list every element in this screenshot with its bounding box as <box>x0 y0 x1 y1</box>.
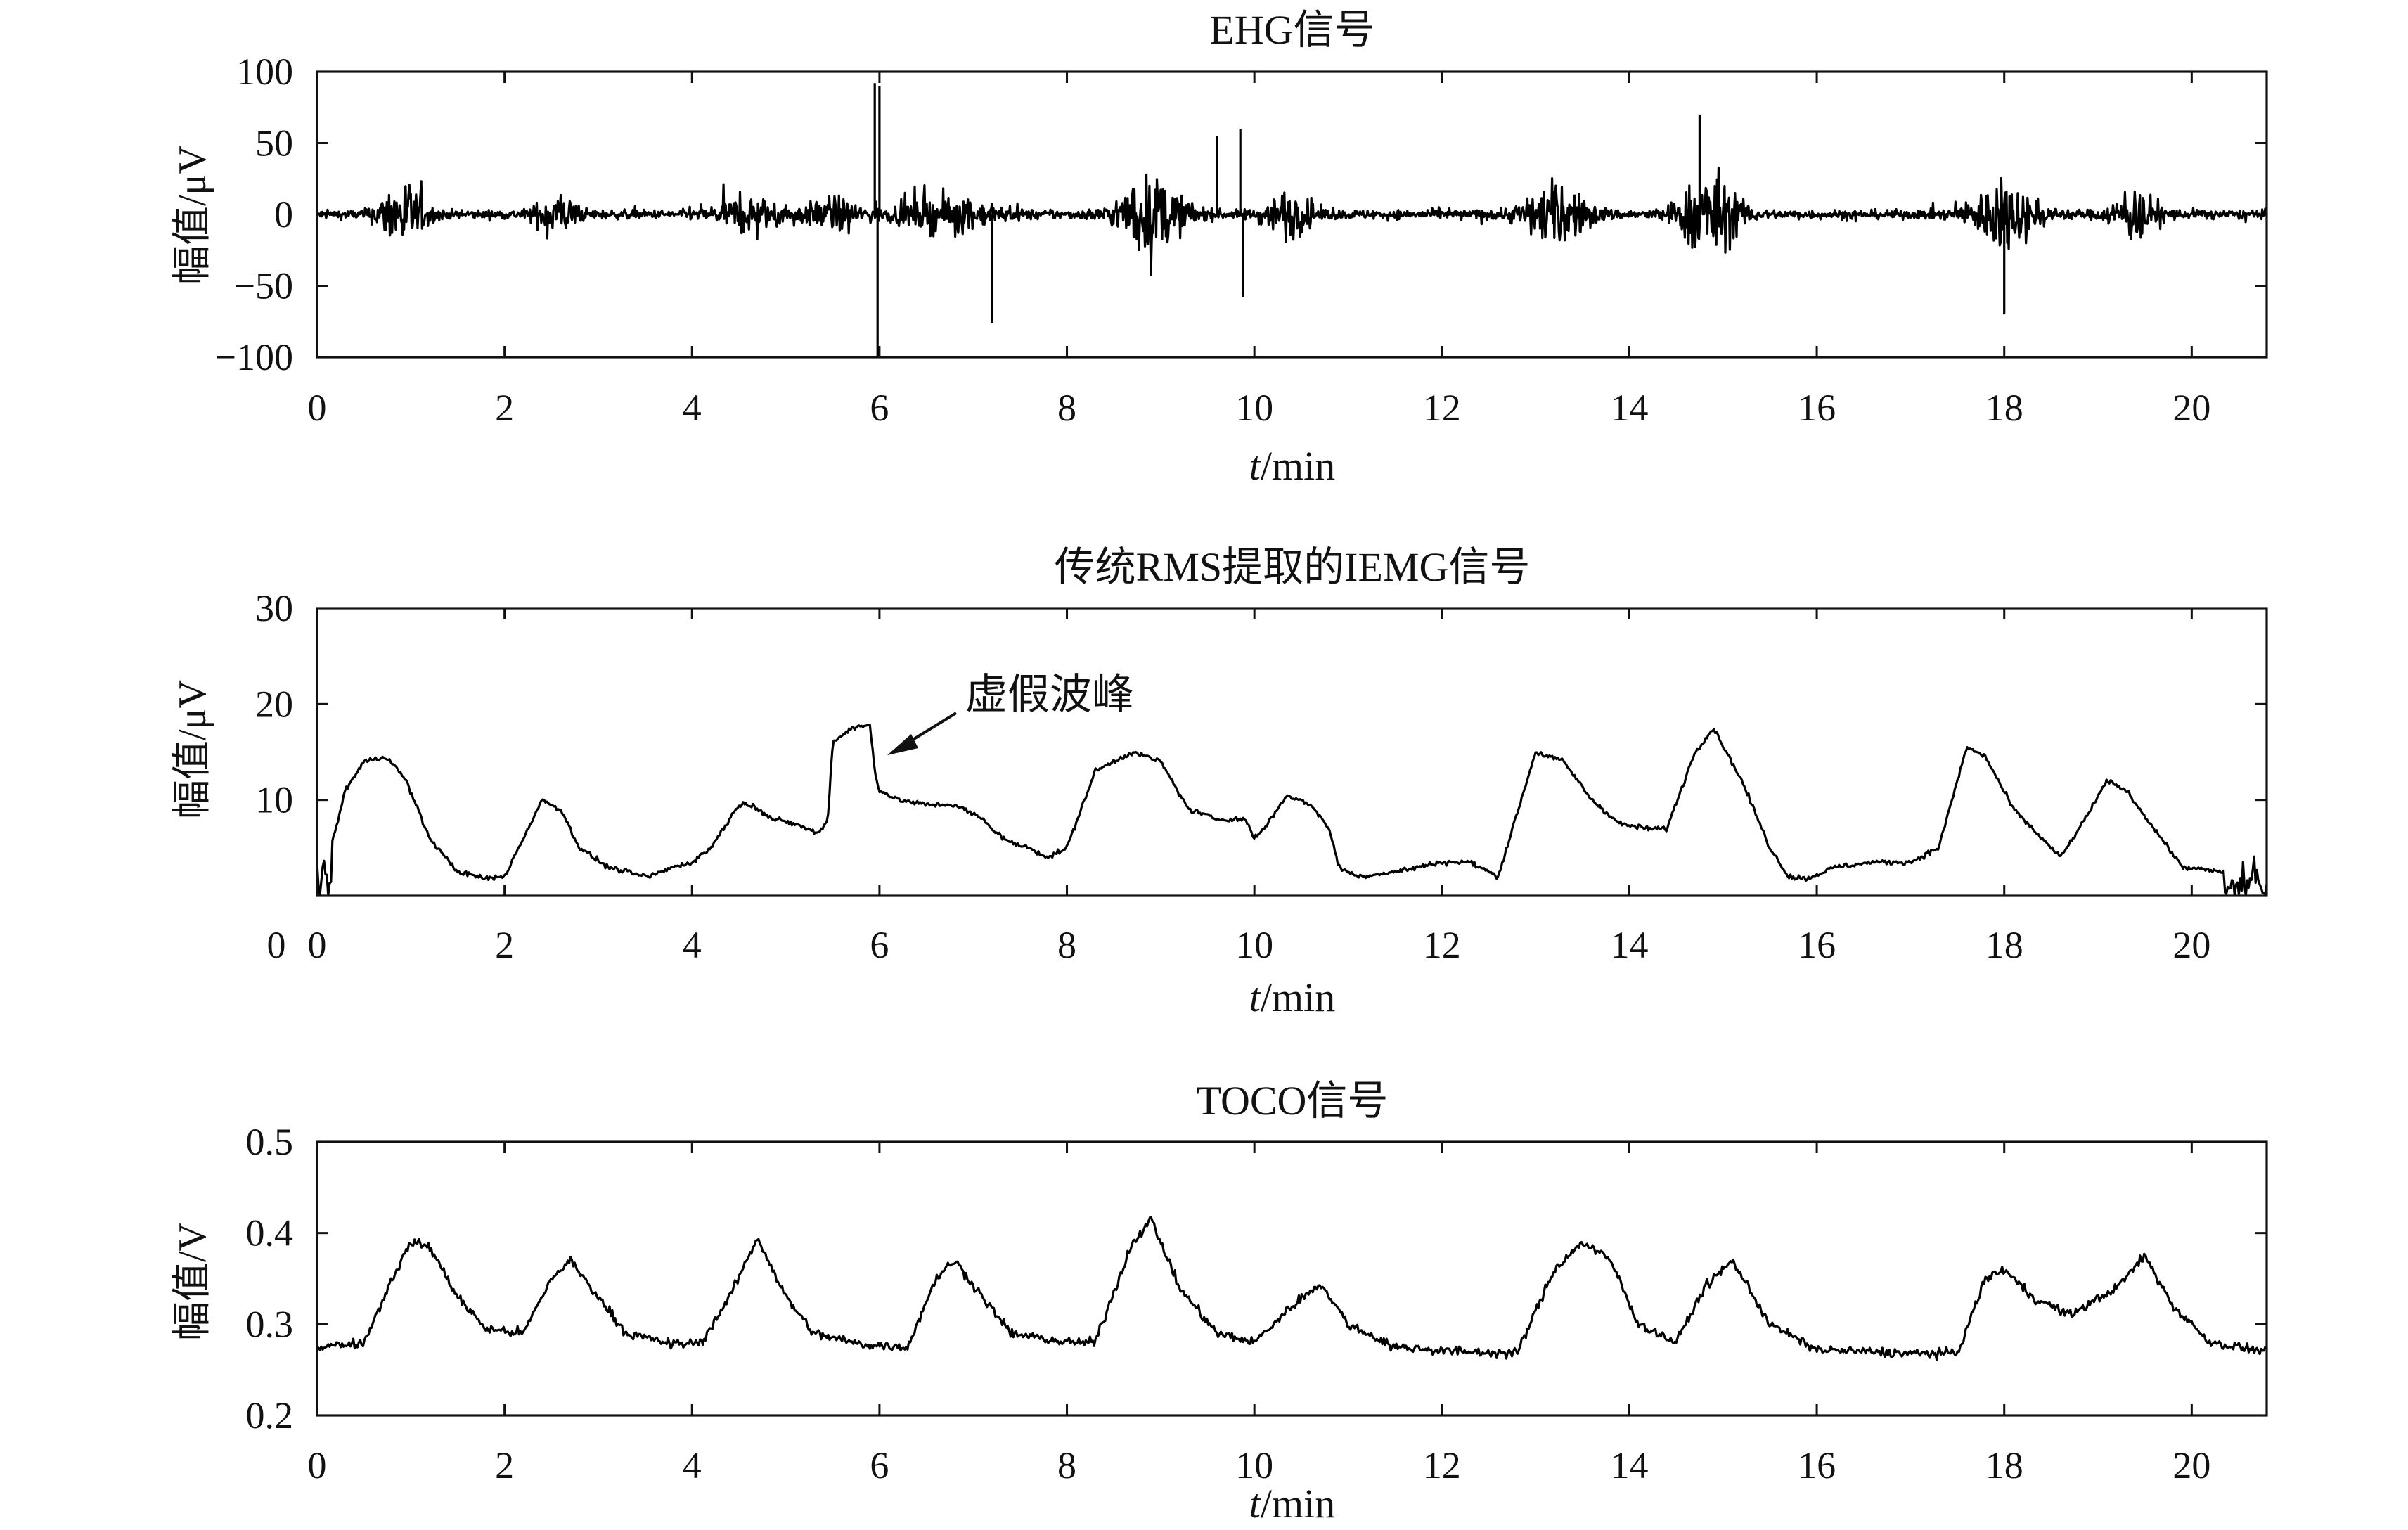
iemg-y-tick-label: 20 <box>255 683 293 725</box>
toco-x-tick-label: 16 <box>1798 1444 1836 1486</box>
toco-signal-line <box>316 1216 2268 1361</box>
iemg-x-tick-label: 14 <box>1610 924 1648 966</box>
toco-y-tick-label: 0.5 <box>246 1121 294 1163</box>
toco-x-tick-label: 18 <box>1985 1444 2023 1486</box>
toco-x-tick-label: 12 <box>1423 1444 1461 1486</box>
ehg-x-tick-label: 2 <box>495 387 514 429</box>
ehg-x-tick-label: 20 <box>2172 387 2210 429</box>
iemg-plot-frame <box>316 607 2268 897</box>
toco-x-tick-label: 4 <box>683 1444 702 1486</box>
iemg-x-zero-label: 0 <box>267 924 286 966</box>
ehg-title: EHG信号 <box>1209 7 1374 53</box>
iemg-title: 传统RMS提取的IEMG信号 <box>1055 544 1531 590</box>
iemg-x-tick-label: 2 <box>495 924 514 966</box>
iemg-y-tick-label: 30 <box>255 587 293 629</box>
iemg-x-tick-label: 8 <box>1057 924 1076 966</box>
ehg-x-tick-label: 12 <box>1423 387 1461 429</box>
iemg-x-tick-label: 20 <box>2172 924 2210 966</box>
ehg-y-tick-label: −50 <box>234 265 293 307</box>
false-peak-arrow <box>887 712 958 755</box>
toco-x-tick-label: 14 <box>1610 1444 1648 1486</box>
ehg-x-tick-label: 6 <box>870 387 889 429</box>
toco-plot-frame <box>316 1140 2268 1417</box>
ehg-x-tick-label: 18 <box>1985 387 2023 429</box>
ehg-x-axis-label: t/min <box>1249 443 1335 489</box>
iemg-x-tick-label: 18 <box>1985 924 2023 966</box>
ehg-y-tick-label: 100 <box>236 51 293 93</box>
iemg-x-axis-label-var: t <box>1249 975 1262 1020</box>
toco-title: TOCO信号 <box>1197 1078 1389 1124</box>
toco-ticks: 0 2 4 6 8 10 12 14 16 18 20 0.2 0.3 0.4 0.5 <box>246 1121 2267 1486</box>
toco-x-tick-label: 10 <box>1235 1444 1273 1486</box>
ehg-y-tick-label: −100 <box>215 336 293 378</box>
toco-panel: TOCO信号 0 2 4 6 8 10 12 14 16 18 20 0.2 0.3 0.4 0.5 幅值/… <box>171 1078 2268 1526</box>
ehg-plot-frame <box>316 70 2268 359</box>
ehg-y-axis-label: 幅值/μV <box>171 146 214 285</box>
iemg-x-tick-label: 16 <box>1798 924 1836 966</box>
toco-y-tick-label: 0.4 <box>246 1212 294 1254</box>
toco-y-axis-label: 幅值/V <box>171 1223 214 1341</box>
ehg-x-tick-label: 8 <box>1057 387 1076 429</box>
toco-x-tick-label: 20 <box>2172 1444 2210 1486</box>
iemg-signal-line <box>316 724 2268 897</box>
ehg-x-tick-label: 0 <box>308 387 327 429</box>
toco-x-axis-label: t/min <box>1249 1481 1335 1526</box>
iemg-y-axis-label: 幅值/μV <box>171 680 214 819</box>
toco-x-tick-label: 2 <box>495 1444 514 1486</box>
ehg-x-axis-label-var: t <box>1249 443 1262 489</box>
toco-x-tick-label: 0 <box>308 1444 327 1486</box>
toco-x-tick-label: 6 <box>870 1444 889 1486</box>
ehg-ticks: 0 2 4 6 8 10 12 14 16 18 20 −100 −50 0 50 100 <box>215 51 2267 429</box>
iemg-x-tick-label: 12 <box>1423 924 1461 966</box>
iemg-x-tick-label: 4 <box>683 924 702 966</box>
ehg-x-tick-label: 4 <box>683 387 702 429</box>
iemg-x-tick-label: 10 <box>1235 924 1273 966</box>
ehg-x-axis-label-unit: /min <box>1261 443 1335 489</box>
iemg-y-tick-label: 10 <box>255 779 293 821</box>
iemg-x-axis-label-unit: /min <box>1261 975 1335 1020</box>
false-peak-annotation: 虚假波峰 <box>965 671 1134 718</box>
toco-x-tick-label: 8 <box>1057 1444 1076 1486</box>
ehg-x-tick-label: 16 <box>1798 387 1836 429</box>
iemg-x-tick-label: 0 <box>308 924 327 966</box>
ehg-y-tick-label: 50 <box>255 122 293 165</box>
iemg-x-axis-label: t/min <box>1249 975 1335 1020</box>
ehg-signal-line <box>316 83 2268 357</box>
toco-y-tick-label: 0.2 <box>246 1394 294 1436</box>
toco-y-tick-label: 0.3 <box>246 1303 294 1345</box>
ehg-x-tick-label: 10 <box>1235 387 1273 429</box>
toco-x-axis-label-unit: /min <box>1261 1481 1335 1526</box>
iemg-x-tick-label: 6 <box>870 924 889 966</box>
ehg-y-tick-label: 0 <box>274 193 293 236</box>
ehg-x-tick-label: 14 <box>1610 387 1648 429</box>
iemg-panel: 传统RMS提取的IEMG信号 0 2 4 6 8 10 12 14 16 18 20 10 20 30 0… <box>171 544 2268 1020</box>
ehg-panel: EHG信号 0 2 4 6 8 10 12 14 16 18 20 −100 −50 0 50 100 幅值/… <box>171 7 2268 489</box>
toco-x-axis-label-var: t <box>1249 1481 1262 1526</box>
iemg-ticks: 0 2 4 6 8 10 12 14 16 18 20 10 20 30 <box>255 587 2267 966</box>
